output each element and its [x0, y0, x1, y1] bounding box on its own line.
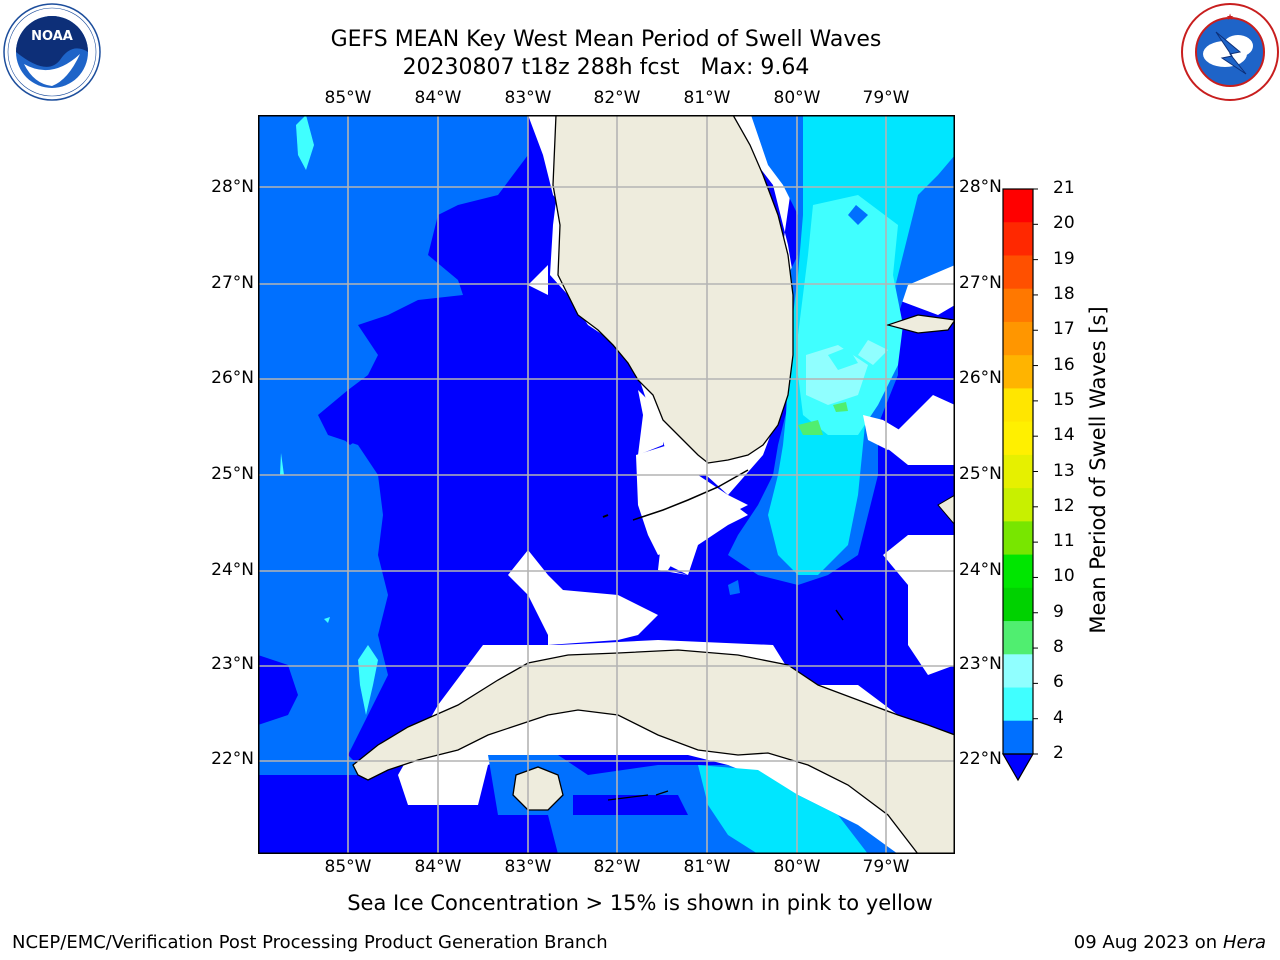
colorbar-tick-label: 14 [1053, 425, 1075, 446]
svg-text:★: ★ [1226, 13, 1234, 23]
axis-tick-label: 82°W [593, 857, 641, 877]
axis-tick-label: 27°N [211, 273, 254, 293]
colorbar-tick-label: 8 [1053, 637, 1064, 658]
colorbar-segment [1003, 355, 1033, 389]
nws-logo: ★ [1181, 3, 1279, 101]
colorbar-segment [1003, 654, 1033, 689]
axis-tick-label: 84°W [414, 88, 462, 108]
colorbar-segment [1003, 554, 1033, 589]
sea-ice-note: Sea Ice Concentration > 15% is shown in … [347, 891, 933, 915]
colorbar-segment [1003, 621, 1033, 655]
axis-tick-label: 80°W [773, 857, 821, 877]
colorbar-tick-label: 11 [1053, 531, 1075, 552]
colorbar-segment [1003, 388, 1033, 423]
axis-tick-label: 26°N [211, 368, 254, 388]
colorbar-tick-label: 15 [1053, 389, 1075, 410]
axis-tick-label: 85°W [324, 88, 372, 108]
land-florida [552, 115, 794, 464]
colorbar-tick-label: 12 [1053, 495, 1075, 516]
axis-tick-label: 79°W [862, 857, 910, 877]
axis-tick-label: 81°W [683, 88, 731, 108]
map-plot [258, 115, 955, 854]
footer-left: NCEP/EMC/Verification Post Processing Pr… [12, 932, 608, 953]
axis-tick-label: 25°N [959, 464, 1002, 484]
axis-tick-label: 84°W [414, 857, 462, 877]
axis-tick-label: 81°W [683, 857, 731, 877]
map-frame [258, 115, 955, 854]
colorbar-extend-arrow [1001, 753, 1035, 782]
ocean-mid-west [258, 115, 528, 775]
colorbar-title: Mean Period of Swell Waves [s] [1086, 306, 1110, 634]
axis-tick-label: 22°N [959, 749, 1002, 769]
colorbar-tick-label: 10 [1053, 566, 1075, 587]
axis-tick-label: 26°N [959, 368, 1002, 388]
axis-tick-label: 23°N [211, 654, 254, 674]
land-isle-of-youth [512, 766, 564, 811]
colorbar-segment [1003, 488, 1033, 522]
colorbar [1001, 188, 1038, 782]
axis-tick-label: 83°W [504, 857, 552, 877]
colorbar-segment [1003, 255, 1033, 290]
colorbar-segment [1003, 587, 1033, 622]
forecast-run: 20230807 t18z 288h fcst [402, 55, 680, 80]
axis-tick-label: 22°N [211, 749, 254, 769]
colorbar-tick-label: 9 [1053, 601, 1064, 622]
axis-tick-label: 82°W [593, 88, 641, 108]
footer-host: Hera [1222, 932, 1266, 953]
peak-swell-area [798, 420, 823, 435]
axis-tick-label: 24°N [959, 560, 1002, 580]
max-value: Max: 9.64 [700, 55, 810, 80]
colorbar-tick-label: 6 [1053, 672, 1064, 693]
axis-tick-label: 23°N [959, 654, 1002, 674]
colorbar-segment [1003, 720, 1033, 754]
colorbar-tick-label: 13 [1053, 460, 1075, 481]
graticule [258, 115, 955, 854]
axis-tick-label: 24°N [211, 560, 254, 580]
colorbar-segment [1003, 189, 1033, 223]
chart-title: GEFS MEAN Key West Mean Period of Swell … [330, 27, 882, 52]
colorbar-segment [1003, 222, 1033, 256]
footer-date: 09 Aug 2023 on [1073, 932, 1218, 953]
colorbar-segment [1003, 454, 1033, 489]
colorbar-tick-label: 19 [1053, 248, 1075, 269]
axis-tick-label: 83°W [504, 88, 552, 108]
colorbar-segment [1003, 288, 1033, 323]
axis-tick-label: 25°N [211, 464, 254, 484]
florida-keys [632, 469, 749, 521]
footer-right: 09 Aug 2023 on Hera [1074, 932, 1266, 953]
noaa-logo: NOAA [3, 3, 101, 101]
chart-subtitle-line: 20230807 t18z 288h fcst Max: 9.64 [0, 55, 1212, 81]
axis-tick-label: 28°N [959, 177, 1002, 197]
axis-tick-label: 80°W [773, 88, 821, 108]
colorbar-tick-label: 18 [1053, 283, 1075, 304]
noaa-logo-text: NOAA [31, 29, 73, 44]
colorbar-segment [1003, 421, 1033, 456]
colorbar-tick-label: 16 [1053, 354, 1075, 375]
colorbar-segment [1003, 321, 1033, 356]
colorbar-tick-label: 21 [1053, 178, 1075, 198]
colorbar-segment [1003, 687, 1033, 722]
axis-tick-label: 79°W [862, 88, 910, 108]
land-bahamas-grand [885, 314, 955, 334]
colorbar-segment [1003, 521, 1033, 556]
colorbar-tick-label: 20 [1053, 213, 1075, 234]
axis-tick-label: 27°N [959, 273, 1002, 293]
colorbar-tick-label: 4 [1053, 707, 1064, 728]
colorbar-tick-label: 17 [1053, 319, 1075, 340]
axis-tick-label: 85°W [324, 857, 372, 877]
colorbar-tick-label: 2 [1053, 743, 1064, 763]
axis-tick-label: 28°N [211, 177, 254, 197]
land-cuba [352, 649, 955, 854]
